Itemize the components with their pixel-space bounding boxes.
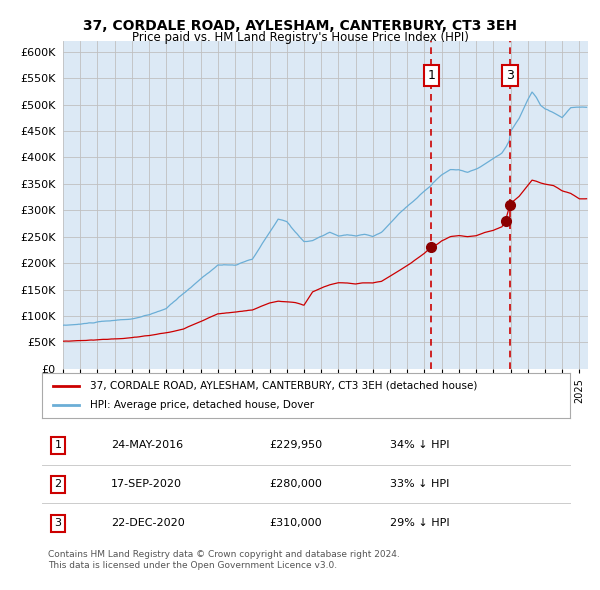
Text: 3: 3 [55,519,61,528]
Text: 37, CORDALE ROAD, AYLESHAM, CANTERBURY, CT3 3EH: 37, CORDALE ROAD, AYLESHAM, CANTERBURY, … [83,19,517,33]
Text: Price paid vs. HM Land Registry's House Price Index (HPI): Price paid vs. HM Land Registry's House … [131,31,469,44]
Text: £280,000: £280,000 [269,480,322,489]
Text: 17-SEP-2020: 17-SEP-2020 [110,480,182,489]
Text: 33% ↓ HPI: 33% ↓ HPI [391,480,450,489]
Text: £310,000: £310,000 [269,519,322,528]
Text: 24-MAY-2016: 24-MAY-2016 [110,441,183,450]
Text: Contains HM Land Registry data © Crown copyright and database right 2024.: Contains HM Land Registry data © Crown c… [48,550,400,559]
Text: HPI: Average price, detached house, Dover: HPI: Average price, detached house, Dove… [89,401,314,410]
Text: 29% ↓ HPI: 29% ↓ HPI [391,519,450,528]
Text: 34% ↓ HPI: 34% ↓ HPI [391,441,450,450]
Text: 3: 3 [506,69,514,82]
Text: 37, CORDALE ROAD, AYLESHAM, CANTERBURY, CT3 3EH (detached house): 37, CORDALE ROAD, AYLESHAM, CANTERBURY, … [89,381,477,391]
Text: 1: 1 [55,441,61,450]
Text: 2: 2 [54,480,61,489]
Text: 22-DEC-2020: 22-DEC-2020 [110,519,184,528]
Text: This data is licensed under the Open Government Licence v3.0.: This data is licensed under the Open Gov… [48,560,337,569]
Text: £229,950: £229,950 [269,441,322,450]
Text: 1: 1 [427,69,435,82]
